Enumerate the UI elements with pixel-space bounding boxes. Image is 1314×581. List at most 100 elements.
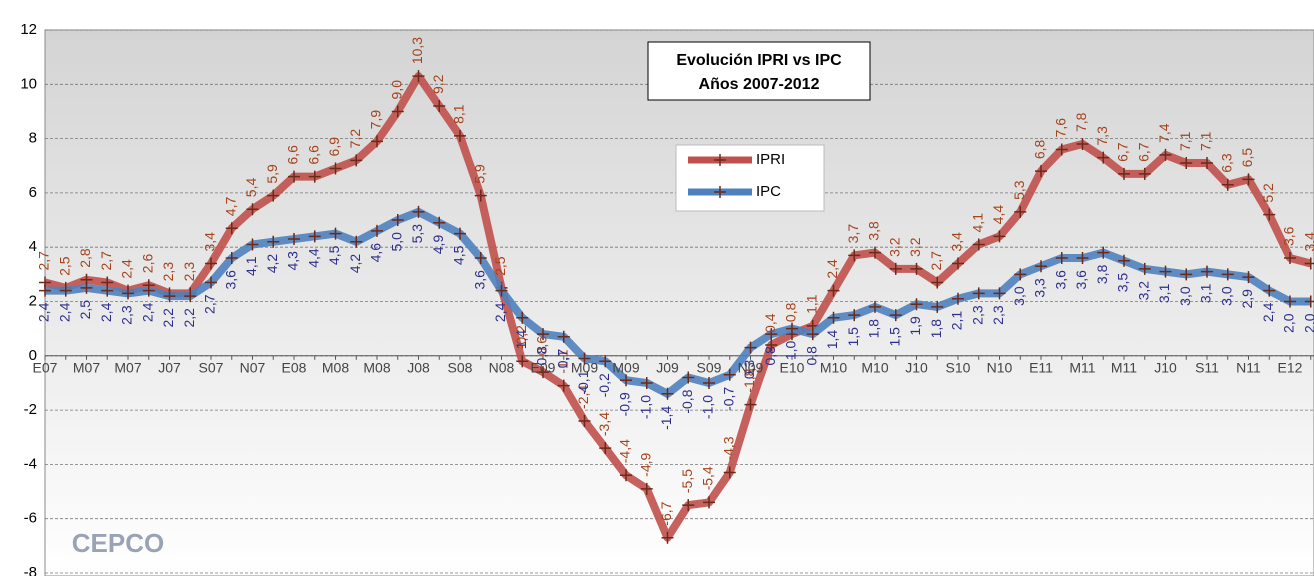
point-marker: [391, 105, 404, 118]
data-label: 1,8: [866, 319, 882, 339]
data-label: 3,3: [1032, 278, 1048, 298]
data-label: 6,9: [326, 137, 342, 157]
point-marker: [972, 287, 985, 300]
point-marker: [786, 322, 798, 335]
point-marker: [578, 352, 591, 365]
data-label: 1,9: [907, 316, 923, 336]
data-label: 6,8: [1032, 140, 1048, 160]
point-marker: [246, 238, 259, 251]
data-label: 2,3: [119, 305, 135, 325]
title-box: Evolución IPRI vs IPC Años 2007-2012: [647, 41, 871, 101]
point-marker: [1304, 257, 1314, 270]
data-label: 5,4: [243, 178, 259, 198]
data-label: 2,3: [160, 262, 176, 282]
data-label: 6,7: [1115, 142, 1131, 162]
data-label: 7,4: [1156, 123, 1172, 143]
data-label: 4,1: [243, 256, 259, 276]
point-marker: [682, 499, 695, 512]
point-marker: [474, 189, 487, 202]
data-label: 3,5: [1115, 273, 1131, 293]
x-tick-label: S09: [697, 360, 722, 376]
point-marker: [869, 300, 881, 313]
point-marker: [39, 284, 51, 297]
data-label: 6,5: [1239, 148, 1255, 168]
plot-area: [44, 29, 1314, 577]
data-label: 6,6: [305, 145, 321, 165]
data-label: 3,1: [1198, 283, 1214, 303]
data-label: -0,1: [575, 370, 591, 394]
point-marker: [1201, 265, 1213, 278]
point-marker: [433, 216, 446, 229]
y-tick-label: -2: [24, 401, 37, 418]
data-label: 3,7: [845, 224, 861, 244]
point-marker: [329, 162, 342, 175]
x-tick-label: M10: [820, 360, 847, 376]
point-marker: [1284, 252, 1296, 265]
point-marker: [1055, 143, 1068, 156]
point-marker: [1180, 157, 1193, 170]
data-label: 5,9: [264, 164, 280, 184]
point-marker: [1035, 260, 1047, 273]
data-label: 2,8: [77, 248, 93, 268]
point-marker: [225, 222, 238, 235]
data-label: -0,6: [534, 336, 550, 360]
point-marker: [537, 328, 549, 341]
point-marker: [599, 355, 612, 368]
point-marker: [1180, 268, 1193, 281]
point-marker: [308, 170, 321, 183]
point-marker: [1035, 165, 1047, 178]
data-label: -4,9: [637, 452, 653, 476]
point-marker: [267, 189, 280, 202]
data-label: 3,8: [866, 221, 882, 241]
point-marker: [910, 298, 923, 311]
data-label: 4,2: [347, 254, 363, 274]
data-label: 4,4: [305, 248, 321, 268]
point-marker: [184, 290, 197, 303]
data-label: 1,5: [845, 327, 861, 347]
x-tick-label: E08: [282, 360, 307, 376]
point-marker: [1138, 262, 1151, 275]
point-marker: [225, 252, 238, 265]
data-label: 2,7: [98, 251, 114, 271]
data-label: -3,4: [596, 412, 612, 436]
title-frame: [647, 41, 871, 101]
data-label: 3,6: [1073, 270, 1089, 290]
data-label: 3,1: [1156, 283, 1172, 303]
point-marker: [723, 466, 736, 479]
data-label: 3,2: [886, 237, 902, 257]
point-marker: [59, 284, 72, 297]
data-label: 2,4: [492, 302, 508, 322]
data-label: 3,0: [1177, 286, 1193, 306]
data-label: 5,3: [409, 224, 425, 244]
data-label: 4,2: [264, 254, 280, 274]
y-tick-label: -4: [24, 455, 37, 472]
x-tick-label: J10: [1154, 360, 1177, 376]
y-tick-label: 0: [29, 347, 37, 364]
data-label: -5,5: [679, 469, 695, 493]
data-label: -1,0: [700, 395, 716, 419]
y-tick-label: -6: [24, 510, 37, 527]
data-label: 4,4: [990, 205, 1006, 225]
legend-marker: [714, 186, 726, 198]
data-label: -1,0: [637, 395, 653, 419]
point-marker: [640, 482, 653, 495]
data-label: 2,4: [98, 302, 114, 322]
point-marker: [1014, 205, 1027, 218]
point-marker: [848, 309, 861, 322]
data-label: 3,6: [222, 270, 238, 290]
point-marker: [578, 414, 591, 427]
point-marker: [889, 262, 902, 275]
point-marker: [1221, 178, 1234, 191]
x-tick-label: N07: [240, 360, 266, 376]
data-label: -6,7: [658, 501, 674, 525]
x-tick-label: J08: [407, 360, 430, 376]
data-label: 3,8: [1094, 264, 1110, 284]
data-label: 3,0: [1011, 286, 1027, 306]
data-label: 2,3: [181, 262, 197, 282]
point-marker: [765, 328, 778, 341]
data-label: 2,4: [139, 302, 155, 322]
point-marker: [557, 330, 570, 343]
data-label: 10,3: [409, 37, 425, 64]
point-marker: [1138, 167, 1151, 180]
data-label: 2,5: [492, 256, 508, 276]
